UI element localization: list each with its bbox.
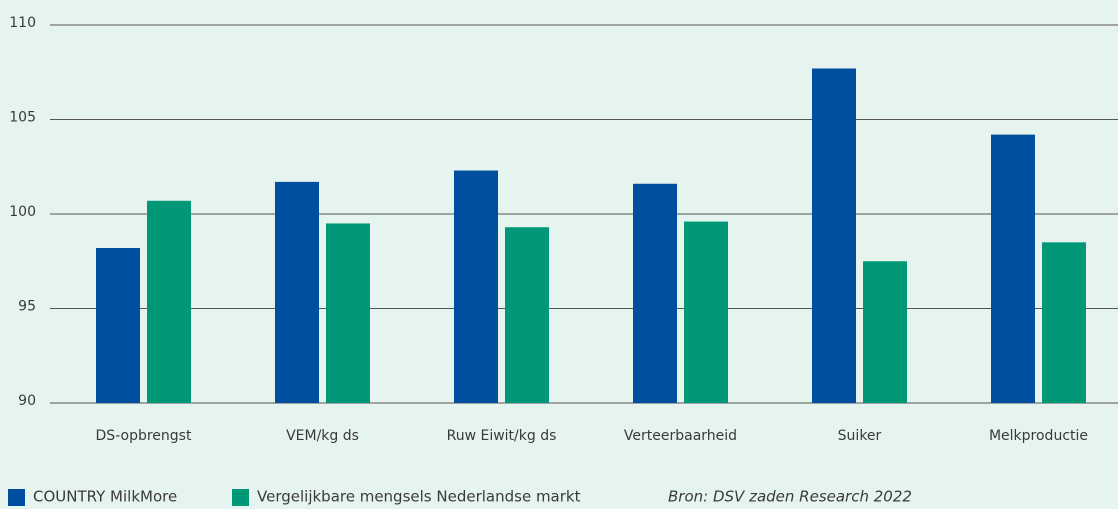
bar xyxy=(505,227,549,403)
source-note: Bron: DSV zaden Research 2022 xyxy=(668,488,912,506)
y-tick-label: 110 xyxy=(9,15,36,31)
legend-swatch xyxy=(232,489,249,506)
bar xyxy=(633,183,677,403)
legend-label: COUNTRY MilkMore xyxy=(33,488,177,506)
x-tick-label: Verteerbaarheid xyxy=(624,428,737,444)
bar xyxy=(991,134,1035,403)
bar xyxy=(275,181,319,403)
y-tick-label: 90 xyxy=(18,393,36,409)
bar xyxy=(812,68,856,403)
x-tick-label: DS-opbrengst xyxy=(96,428,192,444)
y-tick-label: 100 xyxy=(9,204,36,220)
bar xyxy=(1042,242,1086,403)
bar xyxy=(684,221,728,403)
bar xyxy=(326,223,370,403)
y-tick-label: 95 xyxy=(18,299,36,315)
legend-swatch xyxy=(8,489,25,506)
bar xyxy=(147,200,191,403)
x-tick-label: Ruw Eiwit/kg ds xyxy=(447,428,557,444)
bar xyxy=(863,261,907,403)
legend-label: Vergelijkbare mengsels Nederlandse markt xyxy=(257,488,581,506)
y-tick-label: 105 xyxy=(9,110,36,126)
bar xyxy=(454,170,498,403)
x-tick-label: Suiker xyxy=(838,428,882,444)
bar xyxy=(96,248,140,403)
x-tick-label: Melkproductie xyxy=(989,428,1088,444)
x-tick-label: VEM/kg ds xyxy=(286,428,359,444)
